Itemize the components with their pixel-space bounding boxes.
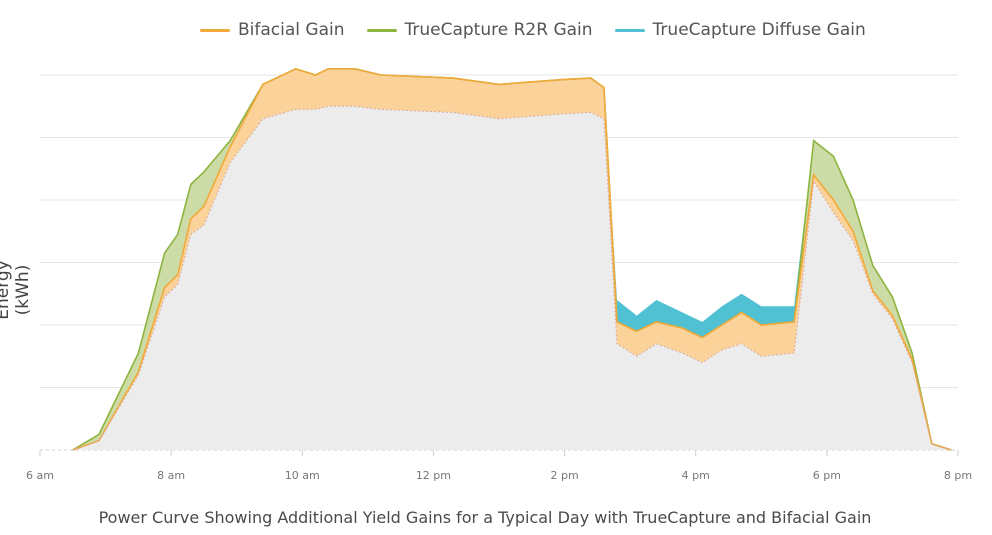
legend-item-r2r-gain: TrueCapture R2R Gain — [366, 20, 593, 40]
legend-swatch-bifacial-gain — [200, 28, 230, 32]
x-tick-label: 6 pm — [813, 469, 841, 482]
bifacial-gain-line — [72, 67, 952, 451]
y-axis-label: Energy (kWh) — [0, 260, 33, 320]
x-tick-label: 8 pm — [944, 469, 972, 482]
legend-label-bifacial-gain: Bifacial Gain — [238, 20, 345, 40]
legend-item-bifacial-gain: Bifacial Gain — [200, 20, 345, 40]
x-tick-label: 6 am — [26, 469, 54, 482]
legend-swatch-r2r-gain — [366, 28, 397, 32]
x-tick-label: 2 pm — [550, 469, 578, 482]
legend-swatch-diffuse-gain — [614, 28, 645, 32]
x-tick-label: 8 am — [157, 469, 185, 482]
x-tick-label: 12 pm — [416, 469, 451, 482]
legend-label-r2r-gain: TrueCapture R2R Gain — [404, 20, 593, 40]
legend-label-diffuse-gain: TrueCapture Diffuse Gain — [652, 20, 866, 40]
base-area — [72, 106, 952, 451]
x-axis-ticks: 6 am 8 am 10 am 12 pm 2 pm 4 pm 6 pm 8 pm — [26, 450, 972, 482]
legend: Bifacial Gain TrueCapture R2R Gain TrueC… — [200, 20, 866, 40]
chart-caption: Power Curve Showing Additional Yield Gai… — [98, 508, 872, 527]
x-tick-label: 4 pm — [682, 469, 710, 482]
series-areas — [72, 67, 952, 451]
legend-item-diffuse-gain: TrueCapture Diffuse Gain — [614, 20, 866, 40]
base-line — [72, 105, 952, 451]
x-tick-label: 10 am — [285, 469, 320, 482]
